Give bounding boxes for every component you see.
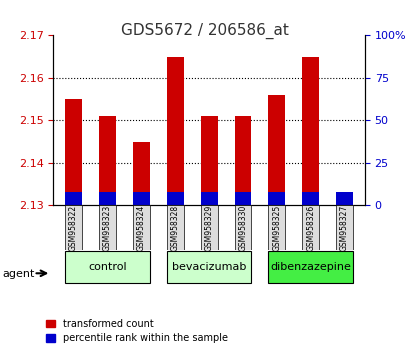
Bar (133, 192, 149, 205)
Bar (166, 57, 183, 205)
Bar (99, 192, 116, 205)
Text: GSM958325: GSM958325 (272, 204, 281, 251)
Bar (200, 192, 217, 205)
Bar (65, 99, 82, 205)
Legend: transformed count, percentile rank within the sample: transformed count, percentile rank withi… (42, 315, 231, 347)
FancyBboxPatch shape (301, 205, 318, 250)
Text: GSM958323: GSM958323 (103, 204, 112, 251)
FancyBboxPatch shape (133, 205, 149, 250)
Text: GSM958322: GSM958322 (69, 204, 78, 251)
FancyBboxPatch shape (65, 251, 149, 283)
FancyBboxPatch shape (268, 251, 352, 283)
FancyBboxPatch shape (268, 205, 285, 250)
Text: bevacizumab: bevacizumab (171, 262, 246, 272)
Bar (133, 142, 149, 205)
FancyBboxPatch shape (234, 205, 251, 250)
FancyBboxPatch shape (65, 205, 82, 250)
Bar (301, 57, 318, 205)
Bar (234, 192, 251, 205)
Bar (99, 116, 116, 205)
Bar (65, 192, 82, 205)
Bar (301, 192, 318, 205)
FancyBboxPatch shape (166, 251, 251, 283)
Bar (166, 192, 183, 205)
Bar (268, 192, 285, 205)
FancyBboxPatch shape (99, 205, 116, 250)
Text: GSM958327: GSM958327 (339, 204, 348, 251)
Bar (234, 116, 251, 205)
Text: GSM958328: GSM958328 (170, 204, 179, 251)
Text: control: control (88, 262, 126, 272)
Text: GSM958330: GSM958330 (238, 204, 247, 251)
Text: GDS5672 / 206586_at: GDS5672 / 206586_at (121, 23, 288, 39)
Text: GSM958324: GSM958324 (137, 204, 146, 251)
Bar (268, 95, 285, 205)
FancyBboxPatch shape (335, 205, 352, 250)
Text: dibenzazepine: dibenzazepine (270, 262, 350, 272)
Text: GSM958326: GSM958326 (306, 204, 315, 251)
FancyBboxPatch shape (166, 205, 183, 250)
Text: GSM958329: GSM958329 (204, 204, 213, 251)
Bar (200, 116, 217, 205)
Bar (335, 192, 352, 205)
Text: agent: agent (2, 269, 34, 279)
FancyBboxPatch shape (200, 205, 217, 250)
Bar (335, 197, 352, 205)
